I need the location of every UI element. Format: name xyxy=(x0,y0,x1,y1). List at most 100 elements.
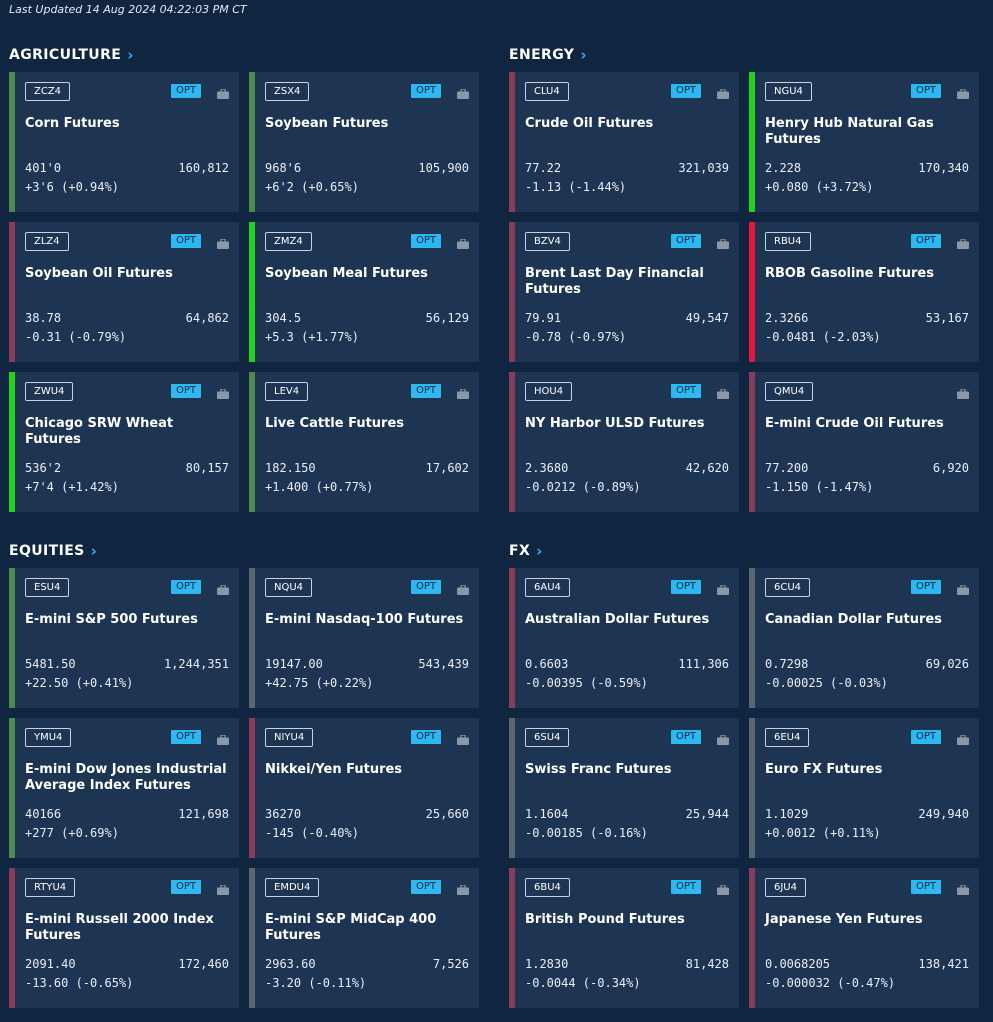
briefcase-icon[interactable] xyxy=(217,580,229,595)
symbol-tag[interactable]: ZCZ4 xyxy=(25,82,71,101)
contract-card[interactable]: 6AU4 OPT Australian Dollar Futures 0.6603 11… xyxy=(509,568,739,708)
contract-name[interactable]: Soybean Futures xyxy=(265,116,389,131)
briefcase-icon[interactable] xyxy=(457,880,469,895)
contract-card[interactable]: HOU4 OPT NY Harbor ULSD Futures 2.3680 42,62… xyxy=(509,372,739,512)
contract-name[interactable]: British Pound Futures xyxy=(525,912,685,927)
symbol-tag[interactable]: ZMZ4 xyxy=(265,232,312,251)
contract-name[interactable]: E-mini Crude Oil Futures xyxy=(765,416,944,431)
symbol-tag[interactable]: RBU4 xyxy=(765,232,811,251)
chevron-right-icon[interactable]: › xyxy=(90,542,98,560)
briefcase-icon[interactable] xyxy=(217,384,229,399)
opt-badge[interactable]: OPT xyxy=(411,580,441,594)
contract-card[interactable]: EMDU4 OPT E-mini S&P MidCap 400 Futures 296… xyxy=(249,868,479,1008)
opt-badge[interactable]: OPT xyxy=(411,730,441,744)
section-title-agriculture[interactable]: AGRICULTURE › xyxy=(9,46,134,64)
contract-card[interactable]: ZSX4 OPT Soybean Futures 968'6 105,900 +6'2 (… xyxy=(249,72,479,212)
contract-name[interactable]: Crude Oil Futures xyxy=(525,116,654,131)
opt-badge[interactable]: OPT xyxy=(171,84,201,98)
symbol-tag[interactable]: ZLZ4 xyxy=(25,232,69,251)
opt-badge[interactable]: OPT xyxy=(411,880,441,894)
symbol-tag[interactable]: HOU4 xyxy=(525,382,573,401)
symbol-tag[interactable]: 6AU4 xyxy=(525,578,570,597)
symbol-tag[interactable]: QMU4 xyxy=(765,382,814,401)
briefcase-icon[interactable] xyxy=(217,84,229,99)
briefcase-icon[interactable] xyxy=(957,580,969,595)
symbol-tag[interactable]: ESU4 xyxy=(25,578,70,597)
contract-card[interactable]: NGU4 OPT Henry Hub Natural Gas Futures 2.22… xyxy=(749,72,979,212)
opt-badge[interactable]: OPT xyxy=(171,730,201,744)
contract-card[interactable]: ZLZ4 OPT Soybean Oil Futures 38.78 64,862 -0.… xyxy=(9,222,239,362)
contract-name[interactable]: Henry Hub Natural Gas Futures xyxy=(765,116,934,147)
symbol-tag[interactable]: 6JU4 xyxy=(765,878,806,897)
briefcase-icon[interactable] xyxy=(957,234,969,249)
opt-badge[interactable]: OPT xyxy=(911,880,941,894)
opt-badge[interactable]: OPT xyxy=(171,234,201,248)
briefcase-icon[interactable] xyxy=(957,384,969,399)
chevron-right-icon[interactable]: › xyxy=(127,46,134,64)
opt-badge[interactable]: OPT xyxy=(671,84,701,98)
contract-card[interactable]: CLU4 OPT Crude Oil Futures 77.22 321,039 -1.1… xyxy=(509,72,739,212)
opt-badge[interactable]: OPT xyxy=(171,580,201,594)
opt-badge[interactable]: OPT xyxy=(671,234,701,248)
symbol-tag[interactable]: 6CU4 xyxy=(765,578,811,597)
briefcase-icon[interactable] xyxy=(717,880,729,895)
contract-card[interactable]: ZMZ4 OPT Soybean Meal Futures 304.5 56,129 +5… xyxy=(249,222,479,362)
chevron-right-icon[interactable]: › xyxy=(580,46,587,64)
symbol-tag[interactable]: NGU4 xyxy=(765,82,812,101)
symbol-tag[interactable]: EMDU4 xyxy=(265,878,320,897)
section-title-equities[interactable]: EQUITIES › xyxy=(9,542,97,560)
contract-card[interactable]: 6BU4 OPT British Pound Futures 1.2830 81,428… xyxy=(509,868,739,1008)
contract-card[interactable]: RBU4 OPT RBOB Gasoline Futures 2.3266 53,167… xyxy=(749,222,979,362)
contract-name[interactable]: E-mini Nasdaq-100 Futures xyxy=(265,612,464,627)
briefcase-icon[interactable] xyxy=(957,84,969,99)
opt-badge[interactable]: OPT xyxy=(911,84,941,98)
contract-card[interactable]: ZCZ4 OPT Corn Futures 401'0 160,812 +3'6 (+0.… xyxy=(9,72,239,212)
opt-badge[interactable]: OPT xyxy=(411,84,441,98)
symbol-tag[interactable]: CLU4 xyxy=(525,82,569,101)
contract-card[interactable]: 6SU4 OPT Swiss Franc Futures 1.1604 25,944 -0… xyxy=(509,718,739,858)
contract-name[interactable]: Live Cattle Futures xyxy=(265,416,405,431)
symbol-tag[interactable]: LEV4 xyxy=(265,382,309,401)
section-title-energy[interactable]: ENERGY › xyxy=(509,46,587,64)
briefcase-icon[interactable] xyxy=(717,384,729,399)
briefcase-icon[interactable] xyxy=(457,84,469,99)
opt-badge[interactable]: OPT xyxy=(671,384,701,398)
contract-name[interactable]: E-mini S&P MidCap 400 Futures xyxy=(265,912,437,943)
symbol-tag[interactable]: RTYU4 xyxy=(25,878,76,897)
opt-badge[interactable]: OPT xyxy=(411,234,441,248)
symbol-tag[interactable]: 6EU4 xyxy=(765,728,810,747)
contract-card[interactable]: LEV4 OPT Live Cattle Futures 182.150 17,602 +… xyxy=(249,372,479,512)
contract-name[interactable]: Corn Futures xyxy=(25,116,120,131)
chevron-right-icon[interactable]: › xyxy=(536,542,543,560)
opt-badge[interactable]: OPT xyxy=(671,580,701,594)
briefcase-icon[interactable] xyxy=(217,880,229,895)
section-title-fx[interactable]: FX › xyxy=(509,542,543,560)
opt-badge[interactable]: OPT xyxy=(671,880,701,894)
briefcase-icon[interactable] xyxy=(457,580,469,595)
contract-card[interactable]: YMU4 OPT E-mini Dow Jones Industrial Avera… xyxy=(9,718,239,858)
symbol-tag[interactable]: BZV4 xyxy=(525,232,570,251)
contract-name[interactable]: Soybean Meal Futures xyxy=(265,266,428,281)
opt-badge[interactable]: OPT xyxy=(911,234,941,248)
contract-name[interactable]: Nikkei/Yen Futures xyxy=(265,762,403,777)
symbol-tag[interactable]: NIYU4 xyxy=(265,728,314,747)
contract-name[interactable]: Swiss Franc Futures xyxy=(525,762,672,777)
contract-card[interactable]: ESU4 OPT E-mini S&P 500 Futures 5481.50 1,24… xyxy=(9,568,239,708)
opt-badge[interactable]: OPT xyxy=(411,384,441,398)
contract-card[interactable]: 6CU4 OPT Canadian Dollar Futures 0.7298 69,0… xyxy=(749,568,979,708)
briefcase-icon[interactable] xyxy=(717,234,729,249)
contract-card[interactable]: QMU4 E-mini Crude Oil Futures 77.200 6,920 -… xyxy=(749,372,979,512)
contract-name[interactable]: Canadian Dollar Futures xyxy=(765,612,942,627)
contract-name[interactable]: Japanese Yen Futures xyxy=(765,912,923,927)
contract-card[interactable]: NQU4 OPT E-mini Nasdaq-100 Futures 19147.00… xyxy=(249,568,479,708)
symbol-tag[interactable]: 6BU4 xyxy=(525,878,570,897)
opt-badge[interactable]: OPT xyxy=(171,384,201,398)
briefcase-icon[interactable] xyxy=(957,880,969,895)
contract-name[interactable]: Soybean Oil Futures xyxy=(25,266,173,281)
symbol-tag[interactable]: 6SU4 xyxy=(525,728,570,747)
symbol-tag[interactable]: ZSX4 xyxy=(265,82,310,101)
symbol-tag[interactable]: NQU4 xyxy=(265,578,313,597)
symbol-tag[interactable]: YMU4 xyxy=(25,728,72,747)
contract-card[interactable]: RTYU4 OPT E-mini Russell 2000 Index Future… xyxy=(9,868,239,1008)
briefcase-icon[interactable] xyxy=(717,84,729,99)
